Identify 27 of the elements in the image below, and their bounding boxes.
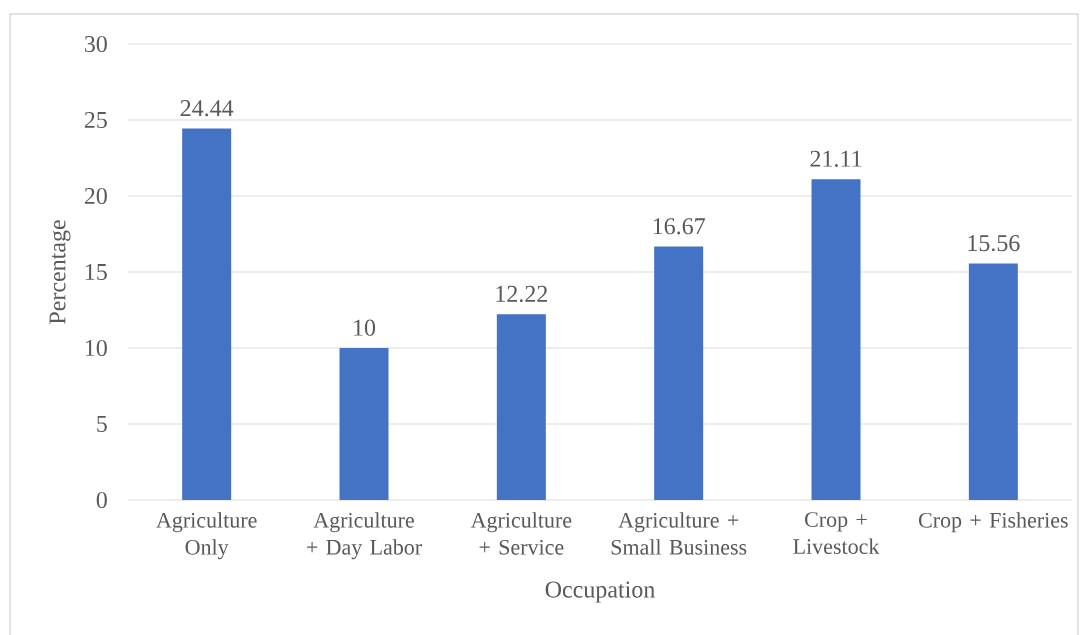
x-tick-label: Agriculture + Day Labor	[306, 512, 422, 560]
data-label: 10	[354, 319, 376, 336]
x-tick-label: Crop + Livestock	[793, 512, 880, 554]
bar	[968, 263, 1018, 500]
x-tick-label: Agriculture + Service	[470, 512, 572, 555]
y-axis-title: Percentage	[49, 220, 71, 324]
bar	[811, 179, 861, 500]
y-tick-label: 20	[84, 187, 107, 205]
bar	[182, 128, 232, 500]
data-label: 16.67	[653, 218, 705, 235]
y-tick-label: 0	[96, 491, 107, 509]
data-label: 12.22	[496, 285, 548, 303]
y-tick-label: 25	[84, 111, 107, 129]
x-tick-label: Crop + Fisheries	[918, 512, 1068, 533]
data-label: 24.44	[180, 100, 234, 117]
bar	[339, 348, 389, 500]
x-tick-label: Agriculture Only	[156, 512, 257, 560]
x-axis-title: Occupation	[545, 581, 655, 603]
data-label: 15.56	[968, 235, 1020, 252]
y-tick-label: 5	[97, 416, 107, 432]
bar	[496, 314, 546, 500]
y-tick-label: 15	[85, 263, 107, 281]
bar	[654, 246, 704, 500]
y-tick-label: 30	[84, 35, 107, 53]
y-tick-label: 10	[85, 339, 107, 357]
data-label: 21.11	[810, 150, 862, 167]
x-tick-label: Agriculture + Small Business	[611, 512, 747, 555]
